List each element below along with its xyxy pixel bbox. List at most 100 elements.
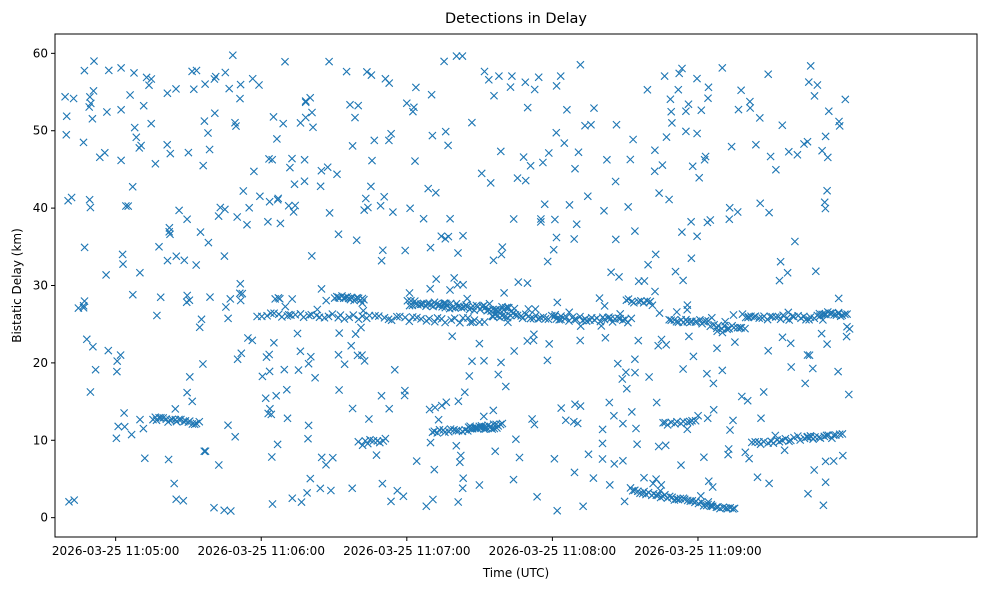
detection-point [644,260,653,269]
detection-point [501,303,510,312]
detection-point [718,63,727,72]
detection-point [518,314,527,323]
detection-point [704,477,713,486]
detection-point [380,192,389,201]
detection-point [834,367,843,376]
detection-point [136,415,144,424]
detection-point [611,177,620,186]
detection-point [519,153,528,162]
detection-point [821,132,830,141]
detection-point [632,424,640,433]
detection-point [657,480,666,489]
detection-point [496,147,505,156]
detection-point [335,329,344,338]
detection-point [571,400,579,409]
detection-point [152,311,161,320]
detection-point [630,227,639,236]
detection-point [233,213,242,221]
detection-point [151,159,160,168]
detection-point [771,313,780,321]
chart-title: Detections in Delay [445,11,587,27]
detection-point [195,417,204,426]
detection-point [266,309,275,318]
detection-point [501,382,510,391]
detection-point [417,314,425,323]
detection-point [841,95,850,104]
detection-point [694,411,703,420]
detection-point [672,317,681,326]
detection-point [552,81,561,90]
detection-point [80,66,89,75]
detection-point [550,454,559,463]
detection-point [626,155,635,164]
detection-point [306,474,315,483]
detection-point [778,121,787,130]
detection-point [498,419,507,428]
detection-point [533,492,542,501]
detection-point [697,498,706,507]
detection-point [691,416,700,425]
detection-point [536,217,545,226]
detection-point [526,314,535,323]
detection-point [142,73,151,82]
detection-point [406,204,415,213]
detection-point [629,135,638,144]
detection-point [681,127,690,136]
detection-point [627,407,636,416]
detection-point [693,129,702,138]
detection-point [713,344,721,353]
detection-point [249,167,258,176]
detection-point [614,314,623,323]
detection-point [313,305,322,314]
detection-point [69,94,78,103]
detection-point [366,182,375,191]
detection-point [572,220,581,229]
detection-point [497,250,506,259]
detection-point [629,298,638,307]
detection-point [387,497,395,506]
detection-point [805,315,814,324]
detection-point [718,366,727,375]
x-tick-label: 2026-03-25 11:09:00 [634,544,761,558]
detection-point [79,301,88,310]
detection-point [803,432,812,441]
detection-point [345,313,354,322]
detection-point [531,305,540,314]
detection-point [605,398,614,407]
detection-point [786,339,795,348]
detection-point [155,242,163,251]
detection-point [480,301,488,310]
detection-point [80,297,89,306]
detection-point [468,318,477,327]
detection-point [65,497,73,506]
detection-point [730,504,739,513]
detection-point [425,314,434,323]
detection-point [790,237,799,246]
detection-markers [61,51,854,515]
detection-point [780,446,789,455]
detection-point [534,73,543,82]
detection-point [755,113,764,122]
detection-point [550,215,559,224]
detection-point [536,313,545,322]
detection-point [677,461,685,470]
detection-point [654,341,663,350]
detection-point [95,153,104,162]
detection-point [424,184,433,193]
detection-point [163,256,172,265]
detection-point [648,301,657,310]
detection-point [458,52,467,61]
detection-point [806,61,815,70]
detection-point [282,385,291,394]
detection-point [771,165,780,174]
detection-point [709,379,718,388]
detection-point [145,81,153,90]
detection-point [372,451,381,460]
detection-point [556,72,565,81]
detection-point [113,357,122,366]
detection-point [805,351,814,360]
detection-point [620,497,629,506]
detection-point [422,502,431,511]
detection-point [802,315,810,324]
